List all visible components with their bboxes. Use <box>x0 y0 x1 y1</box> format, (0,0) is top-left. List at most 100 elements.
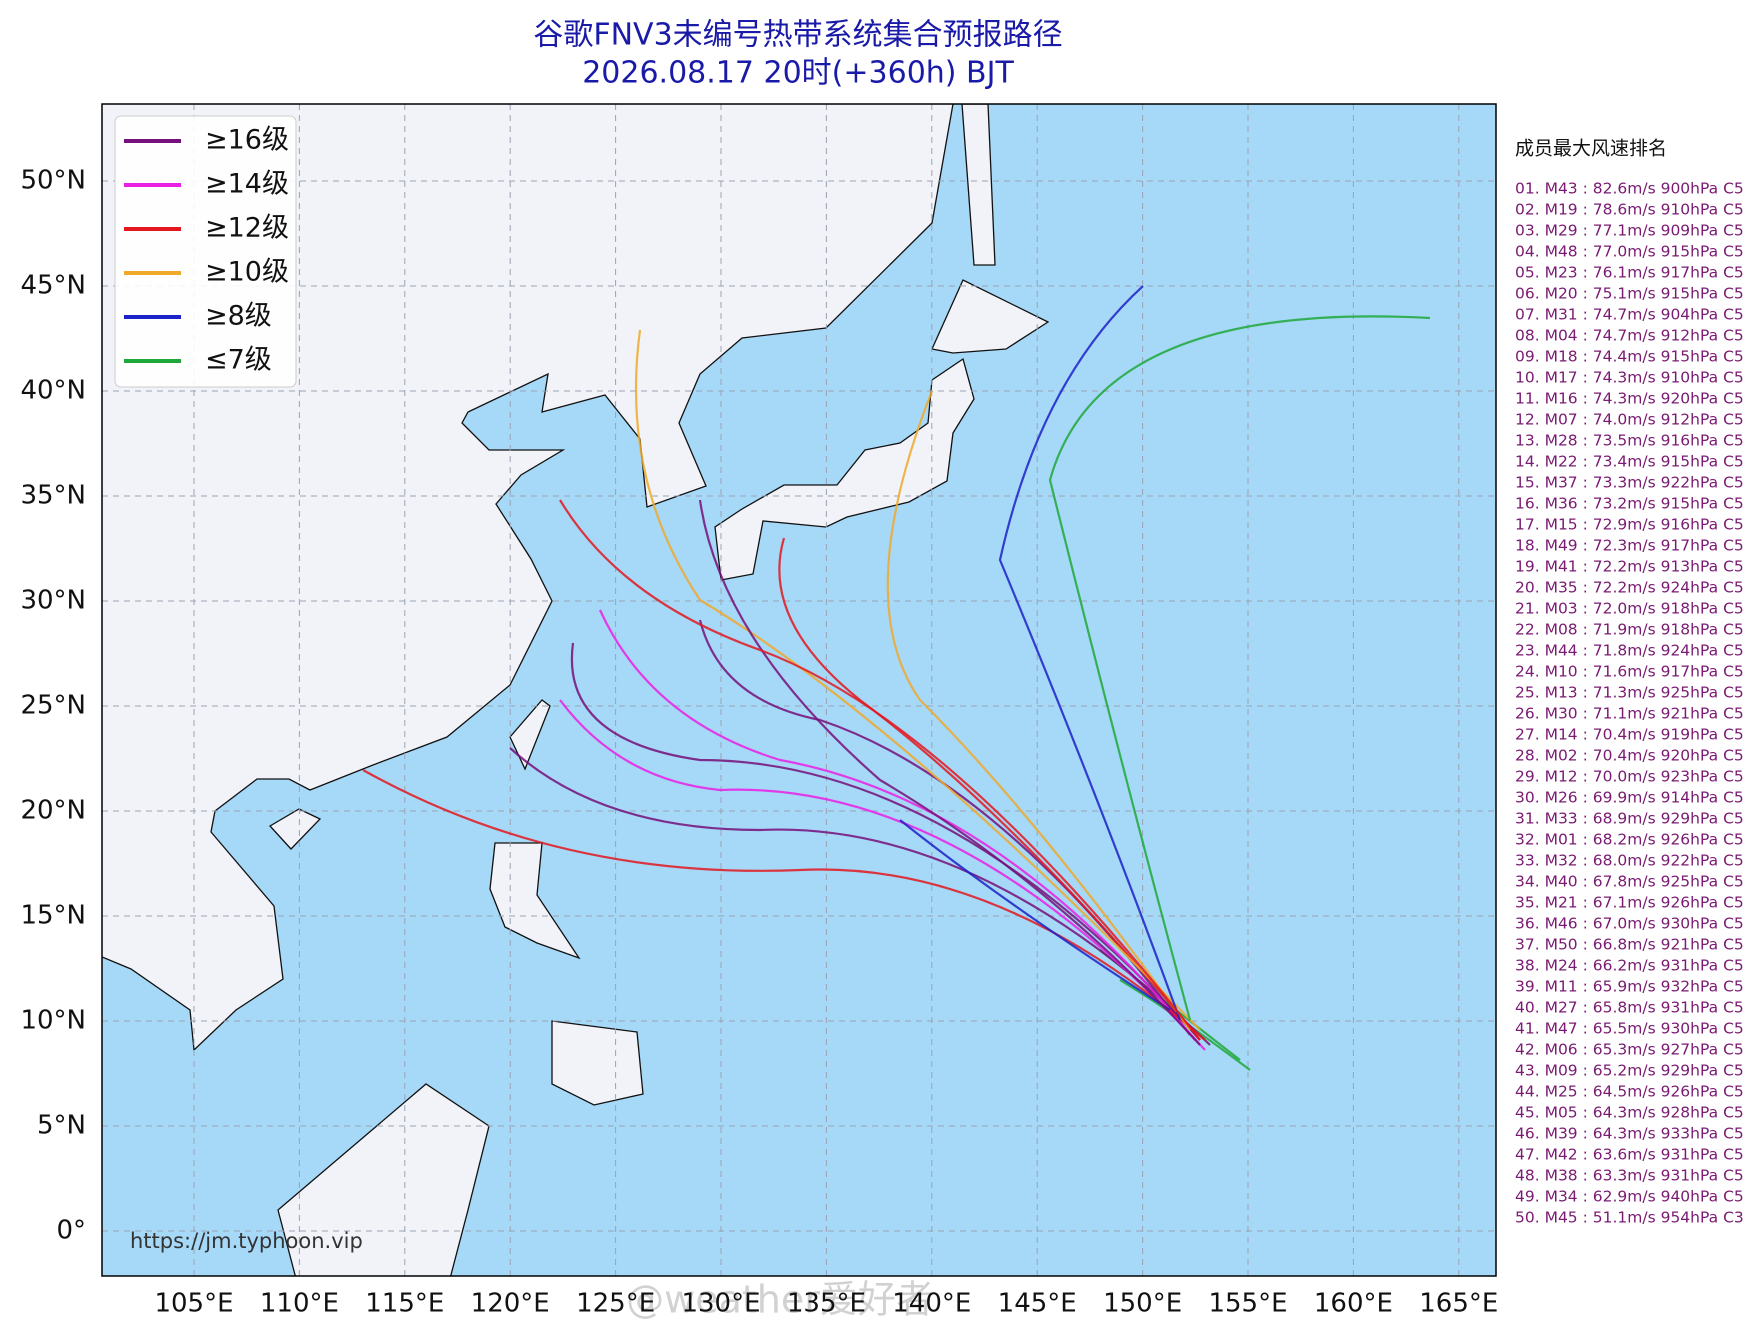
mainland <box>102 104 954 1052</box>
ranking-item: 13. M28 : 73.5m/s 916hPa C5 <box>1515 432 1744 450</box>
ranking-item: 26. M30 : 71.1m/s 921hPa C5 <box>1515 705 1744 723</box>
hokkaido <box>931 279 1050 354</box>
ranking-item: 29. M12 : 70.0m/s 923hPa C5 <box>1515 768 1744 786</box>
lat-label: 20°N <box>20 796 86 826</box>
lon-label: 145°E <box>998 1289 1077 1319</box>
ranking-item: 09. M18 : 74.4m/s 915hPa C5 <box>1515 348 1744 366</box>
ranking-item: 23. M44 : 71.8m/s 924hPa C5 <box>1515 642 1744 660</box>
lat-label: 10°N <box>20 1006 86 1036</box>
legend: ≥16级 ≥14级 ≥12级 ≥10级 ≥8级 ≤7级 <box>114 115 297 388</box>
ranking-item: 49. M34 : 62.9m/s 940hPa C5 <box>1515 1188 1744 1206</box>
ranking-item: 14. M22 : 73.4m/s 915hPa C5 <box>1515 453 1744 471</box>
legend-label: ≥14级 <box>205 169 289 200</box>
ranking-item: 12. M07 : 74.0m/s 912hPa C5 <box>1515 411 1744 429</box>
lon-label: 140°E <box>892 1289 971 1319</box>
track <box>1048 315 1431 1021</box>
ranking-item: 43. M09 : 65.2m/s 929hPa C5 <box>1515 1062 1744 1080</box>
track <box>698 499 1201 1046</box>
borneo <box>277 1083 490 1276</box>
ranking-item: 04. M48 : 77.0m/s 915hPa C5 <box>1515 243 1744 261</box>
ranking-item: 33. M32 : 68.0m/s 922hPa C5 <box>1515 852 1744 870</box>
ranking-item: 16. M36 : 73.2m/s 915hPa C5 <box>1515 495 1744 513</box>
ranking-item: 42. M06 : 65.3m/s 927hPa C5 <box>1515 1041 1744 1059</box>
lat-label: 30°N <box>20 586 86 616</box>
ranking-item: 11. M16 : 74.3m/s 920hPa C5 <box>1515 390 1744 408</box>
ranking-item: 08. M04 : 74.7m/s 912hPa C5 <box>1515 327 1744 345</box>
ranking-item: 37. M50 : 66.8m/s 921hPa C5 <box>1515 936 1744 954</box>
track <box>559 499 1201 1041</box>
ranking-item: 06. M20 : 75.1m/s 915hPa C5 <box>1515 285 1744 303</box>
track <box>362 769 1206 1041</box>
legend-label: ≥10级 <box>205 257 289 288</box>
track <box>570 642 1201 1041</box>
track <box>778 537 1201 1041</box>
ranking-item: 07. M31 : 74.7m/s 904hPa C5 <box>1515 306 1744 324</box>
track <box>899 819 1171 1011</box>
ranking-item: 15. M37 : 73.3m/s 922hPa C5 <box>1515 474 1744 492</box>
ranking-item: 27. M14 : 70.4m/s 919hPa C5 <box>1515 726 1744 744</box>
ranking-item: 28. M02 : 70.4m/s 920hPa C5 <box>1515 747 1744 765</box>
lat-label: 0° <box>56 1216 86 1246</box>
ranking-item: 30. M26 : 69.9m/s 914hPa C5 <box>1515 789 1744 807</box>
track <box>634 329 1201 1031</box>
ranking-item: 32. M01 : 68.2m/s 926hPa C5 <box>1515 831 1744 849</box>
graticule <box>102 104 1496 1276</box>
ranking-item: 40. M27 : 65.8m/s 931hPa C5 <box>1515 999 1744 1017</box>
ranking-item: 02. M19 : 78.6m/s 910hPa C5 <box>1515 201 1744 219</box>
ranking-item: 20. M35 : 72.2m/s 924hPa C5 <box>1515 579 1744 597</box>
legend-label: ≥8级 <box>205 301 272 332</box>
track <box>886 390 1191 1031</box>
ranking-item: 38. M24 : 66.2m/s 931hPa C5 <box>1515 957 1744 975</box>
taiwan <box>509 699 551 771</box>
ranking-item: 25. M13 : 71.3m/s 925hPa C5 <box>1515 684 1744 702</box>
ranking-item: 44. M25 : 64.5m/s 926hPa C5 <box>1515 1083 1744 1101</box>
ranking: 成员最大风速排名 01. M43 : 82.6m/s 900hPa C5 02. … <box>1515 138 1744 1227</box>
luzon <box>489 842 581 960</box>
lat-label: 45°N <box>20 271 86 301</box>
track <box>998 285 1182 1021</box>
source-url: https://jm.typhoon.vip <box>130 1229 363 1253</box>
lon-label: 130°E <box>681 1289 760 1319</box>
legend-label: ≥12级 <box>205 213 289 244</box>
lon-label: 135°E <box>787 1289 866 1319</box>
lat-label: 40°N <box>20 376 86 406</box>
ranking-item: 46. M39 : 64.3m/s 933hPa C5 <box>1515 1125 1744 1143</box>
lon-label: 105°E <box>154 1289 233 1319</box>
lon-label: 125°E <box>576 1289 655 1319</box>
ranking-item: 22. M08 : 71.9m/s 918hPa C5 <box>1515 621 1744 639</box>
lat-label: 15°N <box>20 901 86 931</box>
title: 谷歌FNV3未编号热带系统集合预报路径 <box>533 18 1062 53</box>
watermark: @weather爱好者 <box>626 1278 934 1322</box>
lon-label: 155°E <box>1208 1289 1287 1319</box>
map-frame <box>101 103 1497 1277</box>
ranking-item: 45. M05 : 64.3m/s 928hPa C5 <box>1515 1104 1744 1122</box>
map-area <box>102 104 1496 1276</box>
lat-label: 5°N <box>37 1111 86 1141</box>
ranking-item: 24. M10 : 71.6m/s 917hPa C5 <box>1515 663 1744 681</box>
ranking-item: 17. M15 : 72.9m/s 916hPa C5 <box>1515 516 1744 534</box>
ranking-title: 成员最大风速排名 <box>1515 138 1667 160</box>
ranking-item: 10. M17 : 74.3m/s 910hPa C5 <box>1515 369 1744 387</box>
ranking-item: 18. M49 : 72.3m/s 917hPa C5 <box>1515 537 1744 555</box>
lon-label: 115°E <box>365 1289 444 1319</box>
track <box>509 747 1211 1046</box>
ranking-item: 39. M11 : 65.9m/s 932hPa C5 <box>1515 978 1744 996</box>
ranking-item: 36. M46 : 67.0m/s 930hPa C5 <box>1515 915 1744 933</box>
legend-label: ≥16级 <box>205 125 289 156</box>
ranking-item: 50. M45 : 51.1m/s 954hPa C3 <box>1515 1209 1744 1227</box>
tracks <box>362 285 1431 1071</box>
ranking-item: 05. M23 : 76.1m/s 917hPa C5 <box>1515 264 1744 282</box>
ranking-item: 48. M38 : 63.3m/s 931hPa C5 <box>1515 1167 1744 1185</box>
lon-label: 110°E <box>260 1289 339 1319</box>
sakhalin <box>961 104 996 266</box>
ranking-item: 31. M33 : 68.9m/s 929hPa C5 <box>1515 810 1744 828</box>
ranking-item: 35. M21 : 67.1m/s 926hPa C5 <box>1515 894 1744 912</box>
lat-label: 25°N <box>20 691 86 721</box>
subtitle: 2026.08.17 20时(+360h) BJT <box>582 56 1014 91</box>
ranking-item: 03. M29 : 77.1m/s 909hPa C5 <box>1515 222 1744 240</box>
ranking-item: 41. M47 : 65.5m/s 930hPa C5 <box>1515 1020 1744 1038</box>
mindanao <box>551 1020 644 1106</box>
lon-label: 160°E <box>1314 1289 1393 1319</box>
lat-label: 35°N <box>20 481 86 511</box>
